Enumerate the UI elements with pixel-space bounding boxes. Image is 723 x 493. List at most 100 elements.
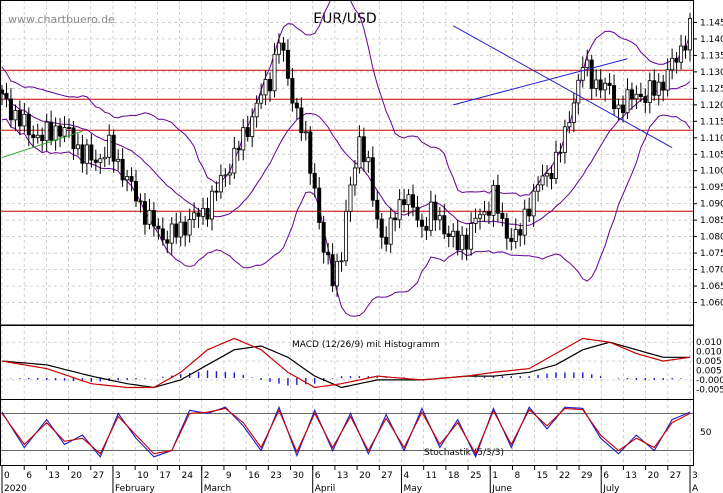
candle-body — [571, 102, 576, 123]
candle-body — [142, 201, 147, 225]
candle-body — [455, 230, 460, 251]
candle-body — [276, 42, 281, 55]
candle-body — [683, 45, 688, 51]
x-tick-label: 13 — [625, 471, 636, 481]
candle-body — [183, 221, 188, 236]
price-tick-label: 1.135 — [700, 51, 723, 61]
x-tick-label: 8 — [514, 471, 520, 481]
candle-body — [433, 201, 438, 221]
candle-body — [165, 239, 170, 244]
price-tick-label: 1.065 — [700, 282, 723, 292]
macd-label: MACD (12/26/9) mit Histogramm — [292, 340, 440, 350]
candle-body — [31, 134, 36, 139]
candle-body — [71, 127, 76, 150]
candle-body — [348, 184, 353, 212]
candle-body — [598, 79, 603, 91]
price-tick-label: 1.130 — [700, 68, 723, 78]
candle-body — [638, 93, 643, 98]
candle-body — [558, 151, 563, 154]
candle-body — [411, 194, 416, 208]
price-grid — [0, 0, 693, 325]
candle-body — [205, 207, 210, 220]
candle-body — [460, 234, 465, 251]
candle-body — [603, 82, 608, 91]
candle-body — [688, 18, 693, 51]
candle-body — [98, 158, 103, 163]
candle-body — [562, 126, 567, 153]
x-tick-label: 16 — [248, 471, 260, 481]
candle-body — [589, 59, 594, 89]
price-tick-label: 1.115 — [700, 117, 723, 127]
x-tick-label: 27 — [93, 471, 104, 481]
candle-body — [518, 229, 523, 236]
candle-body — [187, 219, 192, 236]
candle-body — [620, 104, 625, 114]
chart-title: EUR/USD — [313, 11, 376, 27]
candle-body — [536, 184, 541, 192]
candle-body — [482, 211, 487, 216]
candle-body — [629, 89, 634, 100]
bollinger-lower — [1, 114, 691, 317]
candle-body — [446, 233, 451, 238]
candle-body — [151, 209, 156, 227]
candle-body — [93, 159, 98, 163]
candle-body — [259, 94, 264, 104]
candle-body — [375, 199, 380, 220]
candle-body — [268, 78, 273, 92]
candle-body — [116, 158, 121, 162]
stoch-frame — [0, 399, 694, 466]
price-tick-label: 1.100 — [700, 167, 723, 177]
candle-body — [634, 93, 639, 100]
stoch-d-line — [1, 407, 691, 455]
candle-body — [442, 215, 447, 235]
stoch-label: Stochastik (5/3/3) — [424, 448, 504, 458]
macd-tick-label: 0.005 — [696, 366, 722, 376]
candle-body — [129, 176, 134, 182]
candle-body — [388, 217, 393, 245]
candle-body — [509, 237, 514, 242]
candle-body — [357, 136, 362, 169]
x-tick-label: 20 — [359, 471, 371, 481]
candle-body — [665, 69, 670, 91]
macd-tick-label: 0.010 — [696, 348, 722, 358]
price-tick-label: 1.120 — [700, 101, 723, 111]
candle-body — [111, 134, 116, 162]
bollinger-middle — [1, 81, 691, 227]
candle-body — [500, 212, 505, 219]
trend-line — [1, 130, 83, 159]
candle-body — [504, 218, 509, 239]
x-tick-label: 11 — [426, 471, 437, 481]
x-tick-label: 3 — [115, 471, 121, 481]
price-tick-label: 1.075 — [700, 249, 723, 259]
candle-body — [312, 172, 317, 189]
candle-body — [352, 167, 357, 186]
candle-body — [84, 144, 89, 164]
candle-body — [40, 134, 45, 142]
candle-body — [513, 229, 518, 242]
stoch-tick-label: 50 — [700, 428, 712, 438]
candle-body — [241, 127, 246, 151]
candle-body — [169, 223, 174, 244]
candle-body — [402, 199, 407, 206]
candle-body — [156, 225, 161, 230]
candle-body — [294, 102, 299, 109]
candle-body — [580, 67, 585, 81]
price-tick-label: 1.060 — [700, 299, 723, 309]
candle-body — [62, 127, 67, 137]
x-tick-label: 24 — [182, 471, 194, 481]
candle-body — [379, 218, 384, 238]
candle-body — [384, 236, 389, 245]
candle-body — [540, 175, 545, 186]
candle-body — [419, 219, 424, 227]
candle-body — [491, 184, 496, 216]
candle-body — [553, 151, 558, 180]
candle-body — [478, 214, 483, 219]
macd-tick-label: -0.000 — [696, 376, 723, 386]
candle-body — [527, 208, 532, 217]
candle-body — [232, 147, 237, 174]
price-tick-label: 1.085 — [700, 216, 723, 226]
price-tick-label: 1.070 — [700, 266, 723, 276]
candle-body — [120, 158, 125, 181]
candle-body — [393, 217, 398, 221]
